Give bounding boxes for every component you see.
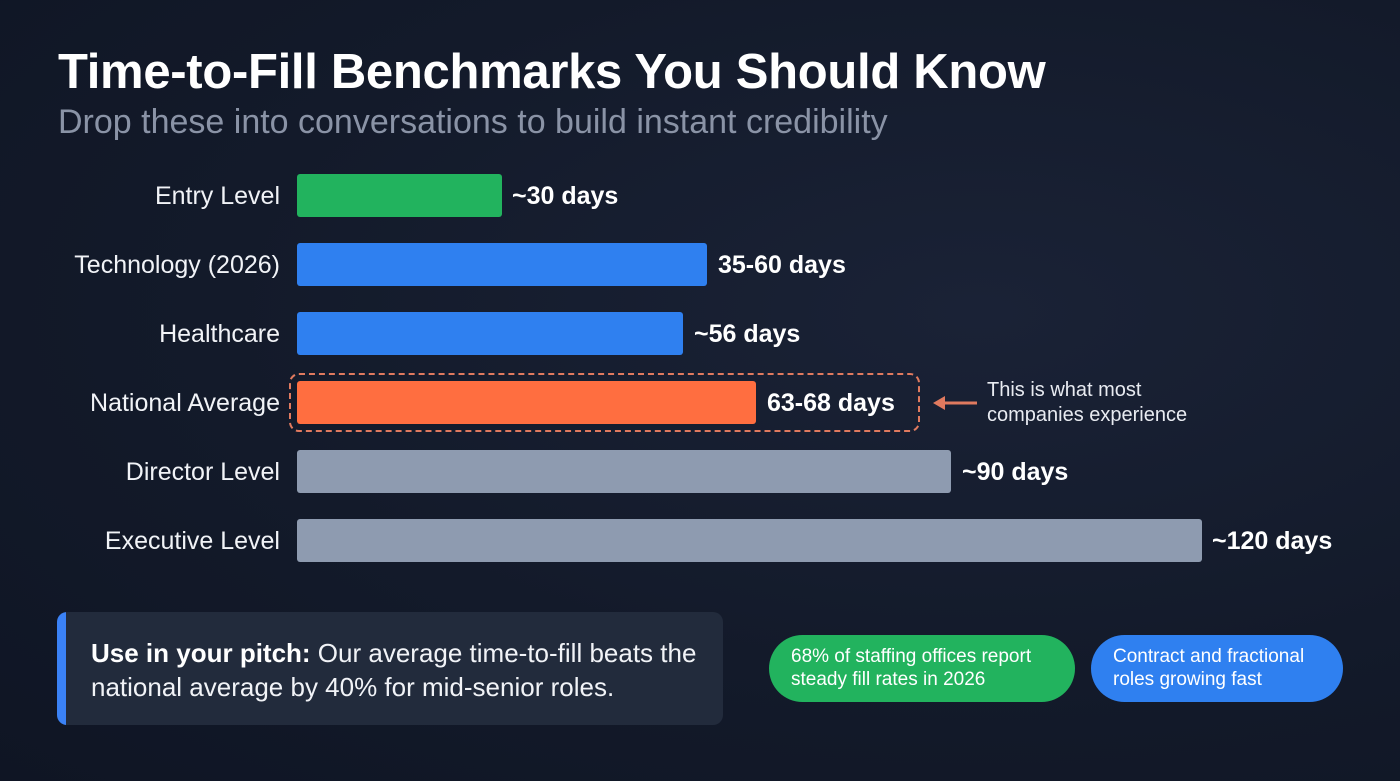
stat-pill-fill-rates: 68% of staffing offices report steady fi… — [769, 635, 1075, 702]
annotation-line-2: companies experience — [987, 404, 1188, 426]
bar-value-label: ~30 days — [512, 182, 619, 210]
stat-pill-contract-roles: Contract and fractional roles growing fa… — [1091, 635, 1343, 702]
row-label: Executive Level — [104, 527, 280, 555]
bar-value-label: 35-60 days — [718, 251, 846, 279]
highlight-dashed-box — [289, 373, 920, 432]
page-subtitle: Drop these into conversations to build i… — [58, 103, 888, 141]
pill-line-1: Contract and fractional — [1113, 646, 1305, 667]
bar-technology — [297, 243, 707, 286]
pill-line-2: steady fill rates in 2026 — [791, 669, 986, 690]
annotation-callout: This is what most companies experience — [987, 378, 1187, 428]
bar-value-label: ~56 days — [694, 320, 801, 348]
pitch-text: Use in your pitch: Our average time-to-f… — [91, 636, 711, 704]
pitch-card: Use in your pitch: Our average time-to-f… — [57, 612, 723, 725]
chart-row-technology: Technology (2026) 35-60 days — [0, 243, 1400, 287]
row-label: Healthcare — [159, 320, 280, 348]
chart-row-executive-level: Executive Level ~120 days — [0, 519, 1400, 563]
pitch-body: Our average time-to-fill beats the natio… — [91, 638, 697, 702]
pill-line-1: 68% of staffing offices report — [791, 646, 1032, 667]
bar-value-label: ~90 days — [962, 458, 1069, 486]
row-label: Technology (2026) — [74, 251, 280, 279]
pitch-lead: Use in your pitch: — [91, 638, 311, 668]
bar-executive-level — [297, 519, 1202, 562]
bar-director-level — [297, 450, 951, 493]
bar-value-label: 63-68 days — [767, 389, 895, 417]
page-title: Time-to-Fill Benchmarks You Should Know — [58, 45, 1046, 99]
pitch-accent-bar — [57, 612, 66, 725]
bar-national-average — [297, 381, 756, 424]
bar-healthcare — [297, 312, 683, 355]
chart-row-national-average: National Average 63-68 days — [0, 381, 1400, 425]
annotation-line-1: This is what most — [987, 379, 1142, 401]
row-label: National Average — [90, 389, 280, 417]
row-label: Entry Level — [154, 182, 280, 210]
bar-value-label: ~120 days — [1212, 527, 1333, 555]
bar-entry-level — [297, 174, 502, 217]
chart-row-director-level: Director Level ~90 days — [0, 450, 1400, 494]
pill-line-2: roles growing fast — [1113, 669, 1262, 690]
row-label: Director Level — [125, 458, 280, 486]
chart-row-entry-level: Entry Level ~30 days — [0, 174, 1400, 218]
arrow-left-icon — [933, 396, 977, 410]
chart-row-healthcare: Healthcare ~56 days — [0, 312, 1400, 356]
